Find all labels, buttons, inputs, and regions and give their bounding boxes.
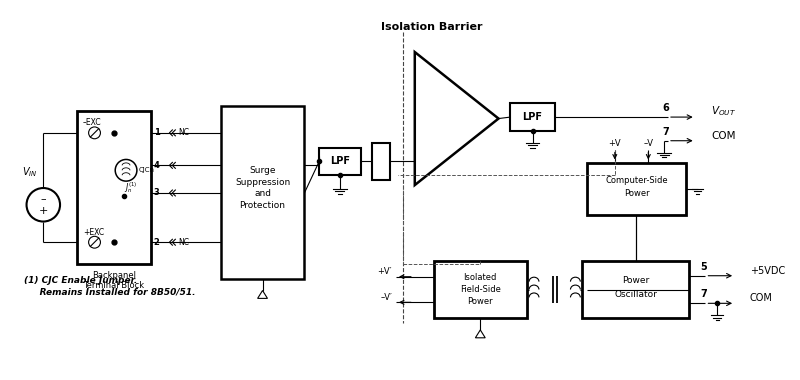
Text: LPF: LPF xyxy=(330,157,350,166)
Text: +V: +V xyxy=(609,139,621,148)
Bar xyxy=(373,143,390,180)
Bar xyxy=(510,103,554,131)
Text: $V_{IN}$: $V_{IN}$ xyxy=(22,165,38,179)
Text: Surge: Surge xyxy=(250,166,276,175)
Text: NC: NC xyxy=(178,238,190,247)
Text: CJCn: CJCn xyxy=(139,167,155,173)
Text: $V_{OUT}$: $V_{OUT}$ xyxy=(711,104,737,118)
Text: Oscillator: Oscillator xyxy=(614,290,657,299)
Text: COM: COM xyxy=(711,131,736,141)
Text: $J_n^{(1)}$: $J_n^{(1)}$ xyxy=(124,180,138,195)
Text: 5: 5 xyxy=(700,262,707,272)
Text: Suppression: Suppression xyxy=(235,178,290,187)
Text: 2: 2 xyxy=(154,238,159,247)
Text: Isolated: Isolated xyxy=(464,273,497,282)
Text: Power: Power xyxy=(622,276,649,285)
Text: and: and xyxy=(254,189,271,198)
Bar xyxy=(319,147,361,175)
Text: Terminal Block: Terminal Block xyxy=(83,281,144,290)
Bar xyxy=(587,163,686,215)
Text: NC: NC xyxy=(178,128,190,137)
Bar xyxy=(77,111,150,264)
Text: 3: 3 xyxy=(154,188,159,198)
Bar xyxy=(221,106,305,279)
Text: +: + xyxy=(38,206,48,216)
Text: 6: 6 xyxy=(662,103,670,113)
Text: –EXC: –EXC xyxy=(82,119,102,128)
Text: 7: 7 xyxy=(700,290,707,299)
Text: 4: 4 xyxy=(154,161,159,170)
Text: –V′: –V′ xyxy=(380,293,392,302)
Text: LPF: LPF xyxy=(522,112,542,122)
Bar xyxy=(434,261,527,318)
Text: +EXC: +EXC xyxy=(82,228,104,237)
Text: Isolation Barrier: Isolation Barrier xyxy=(381,22,482,32)
Text: Power: Power xyxy=(467,297,493,306)
Bar xyxy=(582,261,689,318)
Text: COM: COM xyxy=(750,293,773,303)
Text: 7: 7 xyxy=(662,127,670,137)
Text: (1) CJC Enable Jumper.: (1) CJC Enable Jumper. xyxy=(23,276,137,285)
Text: –: – xyxy=(41,194,46,204)
Text: 1: 1 xyxy=(154,128,159,137)
Text: Remains Installed for 8B50/51.: Remains Installed for 8B50/51. xyxy=(23,288,195,297)
Text: Field-Side: Field-Side xyxy=(460,285,501,294)
Text: +V′: +V′ xyxy=(378,267,392,276)
Text: Protection: Protection xyxy=(239,201,286,210)
Text: Computer-Side: Computer-Side xyxy=(605,176,668,185)
Text: Power: Power xyxy=(624,190,650,198)
Text: Backpanel: Backpanel xyxy=(92,271,136,280)
Text: +5VDC: +5VDC xyxy=(750,266,785,276)
Text: –V: –V xyxy=(643,139,654,148)
